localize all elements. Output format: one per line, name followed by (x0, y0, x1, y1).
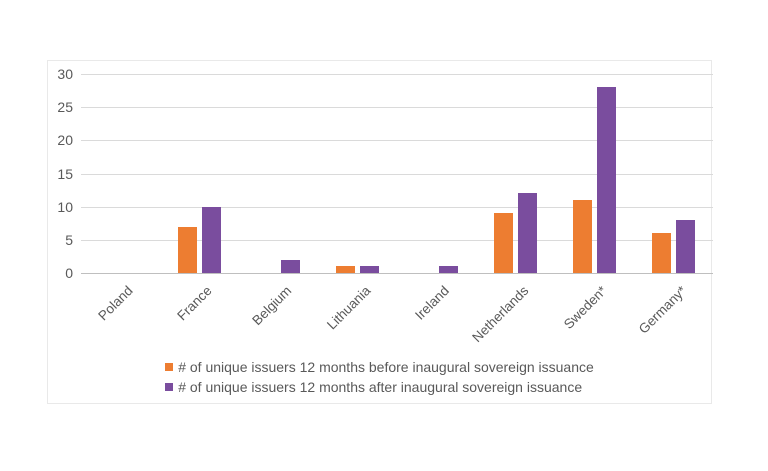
y-axis-tick-label: 5 (65, 231, 73, 248)
bar-after-netherlands (518, 193, 537, 273)
legend-item-after: # of unique issuers 12 months after inau… (165, 377, 582, 397)
gridline (81, 74, 713, 75)
legend-items: # of unique issuers 12 months before ina… (165, 357, 594, 397)
x-axis-category-label: Sweden* (561, 283, 611, 332)
chart-panel: 0 5 10 15 20 25 30 Poland France Belgium Lithuania… (47, 60, 713, 404)
bar-before-sweden (573, 200, 592, 273)
legend-swatch-icon (165, 383, 174, 391)
legend-item-before: # of unique issuers 12 months before ina… (165, 357, 594, 377)
bar-before-netherlands (494, 213, 513, 273)
bar-before-france (178, 226, 197, 273)
legend-swatch-icon (165, 363, 174, 371)
bar-after-ireland (439, 266, 458, 273)
bar-before-lithuania (336, 266, 355, 273)
x-axis-category-label: Poland (95, 283, 137, 324)
legend-label: # of unique issuers 12 months after inau… (178, 379, 583, 395)
bar-after-lithuania (360, 266, 379, 273)
y-axis-tick-label: 0 (65, 265, 73, 281)
bar-after-sweden (597, 87, 616, 273)
x-axis-category-label: Ireland (412, 283, 453, 323)
bar-after-france (202, 206, 221, 273)
gridline (81, 140, 713, 142)
chart-legend: # of unique issuers 12 months before ina… (48, 357, 711, 397)
bar-after-germany (676, 219, 695, 273)
y-axis-tick-label: 10 (57, 198, 73, 215)
bar-after-belgium (281, 259, 300, 273)
x-axis-category-label: Germany* (635, 283, 690, 337)
gridline (81, 206, 713, 208)
y-axis-tick-label: 30 (57, 66, 73, 82)
legend-label: # of unique issuers 12 months before ina… (178, 359, 594, 375)
gridline (81, 173, 713, 175)
x-axis-category-label: Belgium (249, 283, 295, 329)
x-axis-category-label: Netherlands (469, 283, 532, 346)
y-axis-tick-label: 25 (57, 99, 73, 116)
x-axis-category-label: Lithuania (323, 283, 374, 333)
gridline (81, 107, 713, 109)
bar-before-germany (652, 233, 671, 273)
y-axis-tick-label: 20 (57, 132, 73, 149)
x-axis-line (81, 273, 713, 274)
gridline (81, 239, 713, 241)
y-axis-tick-label: 15 (57, 165, 73, 182)
x-axis-category-label: France (174, 283, 216, 324)
